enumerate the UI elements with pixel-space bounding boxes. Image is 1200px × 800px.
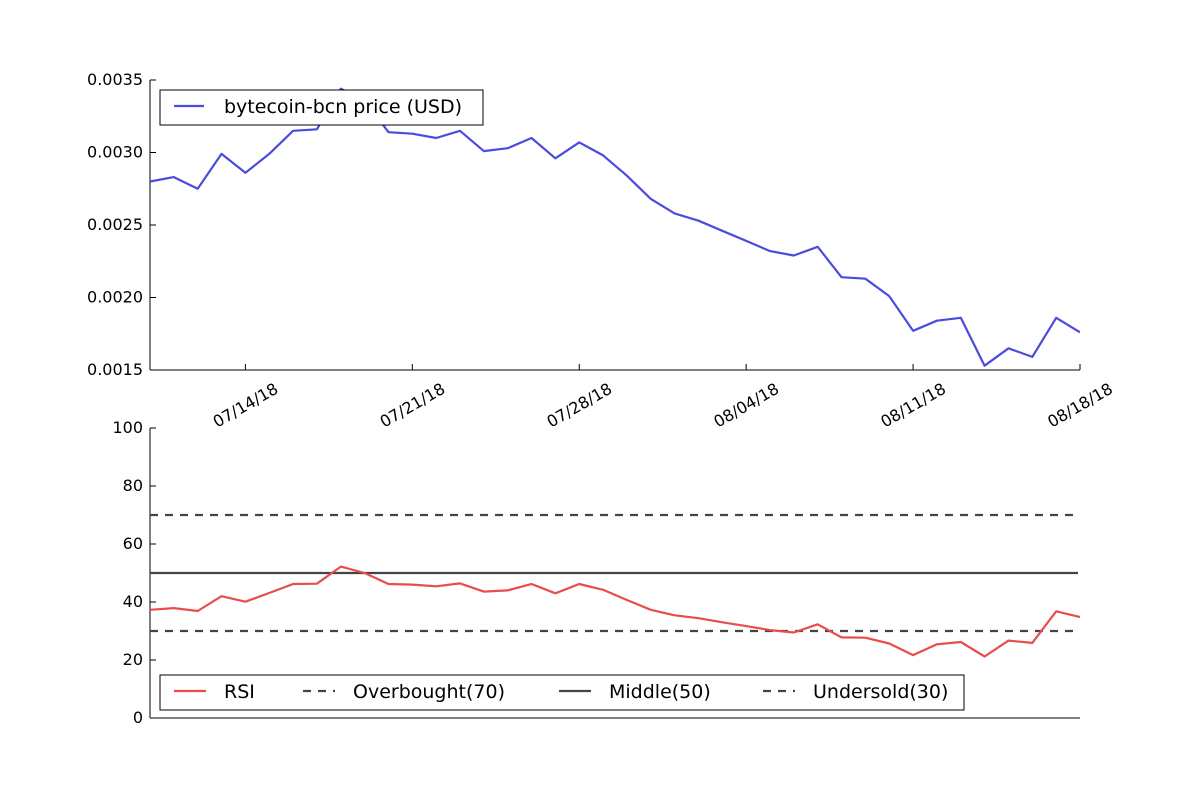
price-x-tick-label: 08/04/18 [710,379,782,431]
rsi-y-tick-label: 0 [133,708,143,727]
price-y-tick-label: 0.0015 [87,360,143,379]
rsi-y-tick-label: 80 [123,476,143,495]
price-legend-label: bytecoin-bcn price (USD) [224,96,462,118]
price-panel: 0.0015 0.0020 0.0025 0.0030 0.0035 07/14/18 07… [87,70,1116,431]
rsi-panel: 0 20 40 60 80 100 RSI Overbought(70) Middle(50) U… [112,418,1081,727]
rsi-legend: RSI Overbought(70) Middle(50) Undersold(30) [159,674,965,711]
rsi-y-tick-label: 20 [123,650,143,669]
rsi-legend-undersold-label: Undersold(30) [813,681,948,703]
rsi-legend-overbought-label: Overbought(70) [353,681,505,703]
price-y-tick-label: 0.0020 [87,288,143,307]
rsi-y-tick-label: 100 [112,418,143,437]
rsi-legend-middle-label: Middle(50) [609,681,711,703]
price-y-tick-label: 0.0030 [87,143,143,162]
price-legend: bytecoin-bcn price (USD) [159,89,484,126]
rsi-legend-box [159,674,965,711]
price-x-tick-label: 08/11/18 [877,379,949,431]
price-x-tick-label: 08/18/18 [1044,379,1116,431]
rsi-y-tick-label: 60 [123,534,143,553]
rsi-legend-rsi-label: RSI [224,681,255,703]
price-x-tick-label: 07/28/18 [543,379,615,431]
price-y-tick-label: 0.0025 [87,215,143,234]
price-x-tick-label: 07/21/18 [377,379,449,431]
price-x-tick-label: 07/14/18 [210,379,282,431]
price-legend-box [159,89,484,126]
rsi-y-tick-label: 40 [123,592,143,611]
price-y-tick-label: 0.0035 [87,70,143,89]
rsi-series-line [149,565,1081,658]
price-series-line [150,87,1080,367]
